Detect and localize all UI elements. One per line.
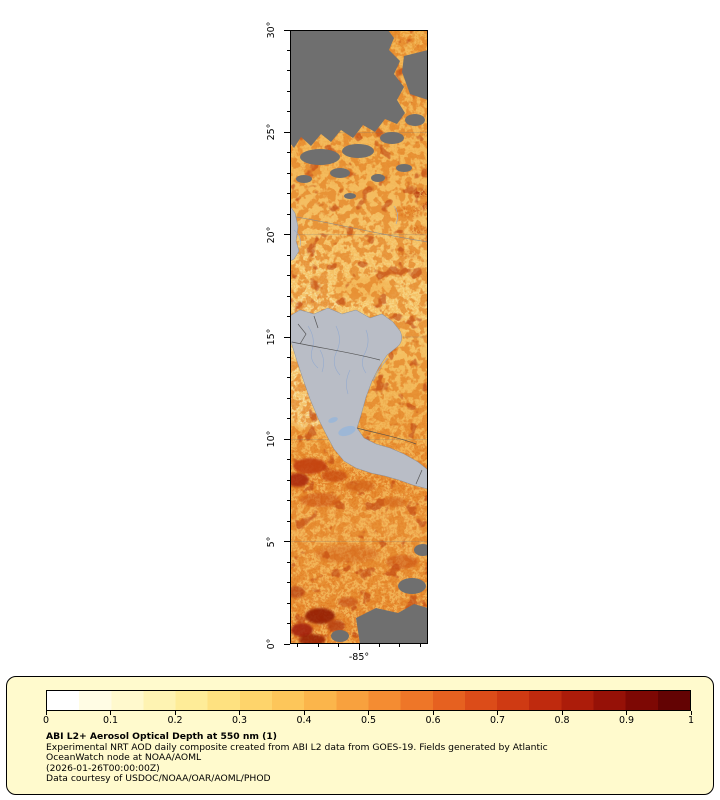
colorbar-tick <box>368 711 369 715</box>
y-major-tick <box>284 336 290 338</box>
colorbar-tick-label: 1 <box>687 715 695 726</box>
legend-timestamp: (2026-01-26T00:00:00Z) <box>46 762 160 774</box>
y-minor-tick <box>287 152 290 154</box>
high-aod-hotspots <box>290 458 418 644</box>
x-minor-tick <box>419 644 421 647</box>
y-major-tick <box>284 438 290 440</box>
x-minor-tick <box>338 644 340 647</box>
rivers <box>293 205 398 395</box>
coast-contour-line <box>290 215 428 243</box>
y-minor-tick <box>287 275 290 277</box>
legend-description-line2: OceanWatch node at NOAA/AOML <box>46 752 202 764</box>
colorbar-tick <box>174 711 176 715</box>
no-data-regions <box>290 30 428 644</box>
legend-description-line1: Experimental NRT AOD daily composite cre… <box>46 741 548 753</box>
y-minor-tick <box>287 602 290 604</box>
x-major-tick <box>358 644 360 650</box>
landmass-central-america <box>290 205 428 490</box>
colorbar-tick-label: 0.9 <box>618 715 635 726</box>
y-minor-tick <box>287 49 290 51</box>
y-tick-label: 0° <box>266 638 277 650</box>
colorbar-tick-label: 0 <box>42 715 50 726</box>
y-minor-tick <box>287 356 290 358</box>
y-minor-tick <box>287 459 290 461</box>
colorbar-tick <box>626 711 627 715</box>
y-minor-tick <box>287 623 290 625</box>
colorbar <box>46 690 691 711</box>
colorbar-tick <box>690 711 692 715</box>
legend-box: ABI L2+ Aerosol Optical Depth at 550 nm … <box>6 676 714 795</box>
colorbar-tick <box>432 711 434 715</box>
colorbar-tick-label: 0.2 <box>167 715 183 726</box>
x-tick-label: -85° <box>348 652 370 663</box>
y-minor-tick <box>287 500 290 502</box>
x-minor-tick <box>378 644 380 647</box>
y-minor-tick <box>287 561 290 563</box>
y-tick-label: 10° <box>266 430 277 448</box>
aod-map-image <box>290 30 428 644</box>
y-minor-tick <box>287 479 290 481</box>
y-tick-label: 5° <box>266 536 277 548</box>
colorbar-tick <box>110 711 111 715</box>
map-frame <box>290 30 428 644</box>
y-minor-tick <box>287 70 290 72</box>
aod-map <box>290 30 428 644</box>
y-minor-tick <box>287 213 290 215</box>
y-minor-tick <box>287 90 290 92</box>
colorbar-tick-label: 0.4 <box>296 715 312 726</box>
y-major-tick <box>284 541 290 543</box>
legend-text: ABI L2+ Aerosol Optical Depth at 550 nm … <box>46 731 697 785</box>
legend-title: ABI L2+ Aerosol Optical Depth at 550 nm … <box>46 731 277 742</box>
y-major-tick <box>284 643 290 645</box>
x-minor-tick <box>317 644 319 647</box>
colorbar-tick <box>303 711 305 715</box>
country-borders <box>291 315 423 485</box>
colorbar-tick-label: 0.1 <box>102 715 119 726</box>
y-minor-tick <box>287 254 290 256</box>
colorbar-tick-label: 0.8 <box>554 715 570 726</box>
y-tick-label: 15° <box>266 328 277 346</box>
y-major-tick <box>284 29 290 31</box>
y-tick-label: 20° <box>266 226 277 244</box>
colorbar-tick-label: 0.5 <box>360 715 377 726</box>
y-minor-tick <box>287 316 290 318</box>
x-minor-tick <box>399 644 401 647</box>
colorbar-tick <box>239 711 240 715</box>
colorbar-tick-label: 0.3 <box>231 715 248 726</box>
y-minor-tick <box>287 295 290 297</box>
y-minor-tick <box>287 418 290 420</box>
colorbar-tick-label: 0.6 <box>425 715 441 726</box>
colorbar-tick <box>561 711 563 715</box>
y-minor-tick <box>287 193 290 195</box>
y-minor-tick <box>287 111 290 113</box>
y-minor-tick <box>287 172 290 174</box>
y-tick-label: 25° <box>266 123 277 141</box>
colorbar-tick-label: 0.7 <box>489 715 506 726</box>
y-minor-tick <box>287 520 290 522</box>
colorbar-tick <box>497 711 498 715</box>
y-major-tick <box>284 234 290 236</box>
y-tick-label: 30° <box>266 21 277 39</box>
legend-credit: Data courtesy of USDOC/NOAA/OAR/AOML/PHO… <box>46 773 271 785</box>
y-minor-tick <box>287 377 290 379</box>
y-minor-tick <box>287 582 290 584</box>
y-minor-tick <box>287 397 290 399</box>
y-major-tick <box>284 131 290 133</box>
lakes <box>328 417 356 437</box>
x-minor-tick <box>297 644 299 647</box>
colorbar-tick <box>45 711 47 715</box>
